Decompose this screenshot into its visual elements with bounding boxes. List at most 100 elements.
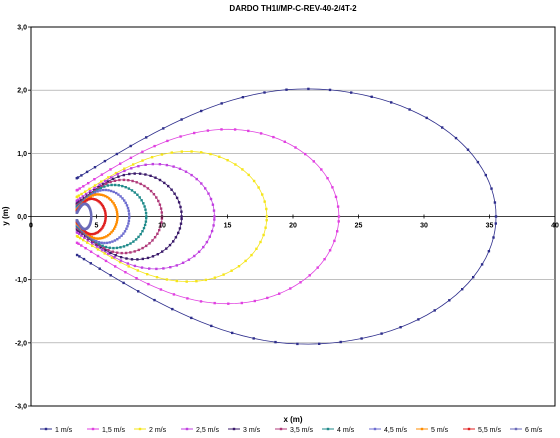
data-point [87, 196, 91, 199]
data-point [103, 159, 107, 163]
data-point [360, 337, 363, 340]
data-point [109, 189, 113, 193]
data-point [77, 242, 80, 245]
data-point [116, 238, 119, 241]
data-point [124, 186, 127, 189]
data-point [490, 187, 493, 190]
data-point [80, 198, 83, 202]
data-point [220, 102, 223, 105]
data-point [101, 188, 105, 192]
data-point [110, 231, 113, 234]
data-point [101, 183, 105, 186]
data-point [173, 192, 176, 195]
data-point [90, 213, 93, 217]
data-point [116, 216, 119, 219]
data-point [91, 242, 94, 245]
data-point [133, 191, 136, 194]
data-point [230, 269, 233, 272]
data-point [122, 232, 125, 235]
data-point [145, 136, 148, 139]
data-point [95, 231, 98, 235]
data-point [103, 185, 106, 188]
data-point [103, 208, 106, 211]
data-point [390, 101, 393, 104]
legend-swatch-marker [185, 427, 189, 431]
data-point [80, 244, 83, 247]
data-point [78, 236, 82, 240]
data-point [102, 206, 105, 209]
data-point [175, 279, 178, 283]
x-axis-label: x (m) [283, 415, 302, 424]
legend-label: 1 m/s [55, 427, 73, 434]
data-point [95, 239, 98, 243]
data-point [119, 256, 123, 259]
data-point [155, 276, 159, 279]
data-point [177, 231, 180, 235]
data-point [89, 212, 93, 215]
data-point [128, 216, 131, 220]
data-point [155, 267, 158, 271]
data-point [247, 173, 250, 177]
data-point [159, 225, 162, 228]
data-point [492, 236, 495, 239]
data-point [206, 129, 210, 132]
data-point [264, 226, 267, 229]
data-point [127, 265, 130, 268]
data-point [262, 233, 265, 237]
x-tick-label: 30 [420, 223, 428, 230]
data-point [106, 180, 110, 183]
data-point [167, 184, 170, 188]
data-point [112, 246, 115, 250]
data-point [122, 173, 125, 177]
data-point [149, 189, 153, 193]
data-point [91, 194, 95, 197]
legend-swatch-marker [138, 427, 142, 431]
data-point [158, 178, 162, 182]
data-point [274, 340, 277, 344]
data-point [476, 160, 480, 164]
legend-item: 3 m/s [228, 427, 261, 434]
data-point [259, 240, 262, 244]
data-point [205, 240, 209, 244]
data-point [135, 277, 138, 280]
data-point [320, 168, 323, 171]
series-3 [75, 150, 268, 283]
data-point [82, 257, 86, 261]
data-point [237, 265, 241, 268]
data-point [141, 159, 144, 162]
data-point [105, 241, 109, 245]
data-point [104, 216, 107, 219]
data-point [105, 235, 108, 238]
data-point [296, 342, 299, 346]
data-point [283, 140, 286, 143]
data-point [130, 258, 134, 261]
data-point [82, 185, 85, 188]
data-point [97, 237, 100, 240]
data-point [484, 173, 487, 177]
data-point [156, 232, 159, 235]
data-point [119, 246, 122, 249]
data-point [454, 136, 458, 140]
data-point [165, 163, 169, 167]
data-point [222, 273, 225, 276]
legend-item: 4,5 m/s [369, 427, 407, 434]
data-point [95, 199, 99, 202]
data-point [200, 151, 203, 154]
data-point [122, 245, 126, 248]
data-point [91, 192, 94, 196]
legend: 1 m/s 1,5 m/s 2 m/s 2,5 m/s 3 m/s 3,5 m/s 4 m/… [40, 427, 543, 434]
data-point [234, 163, 237, 166]
data-point [88, 236, 91, 239]
series-layer [75, 87, 498, 346]
data-point [107, 197, 111, 200]
data-point [111, 229, 115, 232]
data-point [122, 281, 125, 285]
data-point [98, 244, 102, 247]
data-point [135, 181, 138, 184]
x-tick-label: 10 [158, 223, 166, 230]
data-point [212, 224, 215, 227]
data-point [190, 150, 193, 153]
data-point [109, 251, 112, 255]
data-point [80, 192, 83, 196]
data-point [105, 182, 108, 185]
